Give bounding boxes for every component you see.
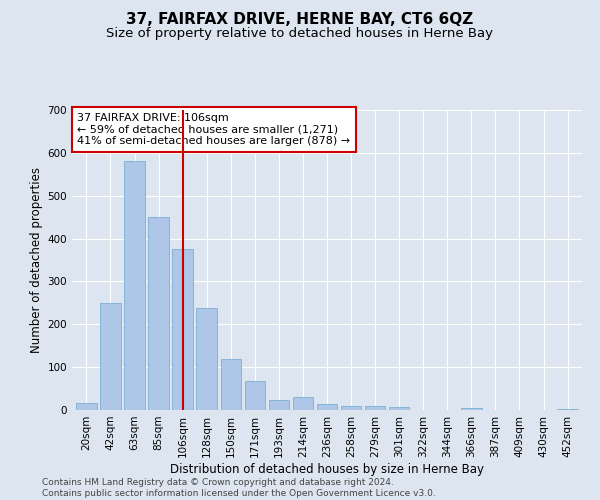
Text: Contains HM Land Registry data © Crown copyright and database right 2024.
Contai: Contains HM Land Registry data © Crown c…	[42, 478, 436, 498]
Bar	[389, 406, 409, 410]
Bar	[341, 406, 361, 410]
Bar	[221, 358, 241, 410]
Bar	[317, 404, 337, 410]
Bar	[124, 162, 145, 410]
Text: 37 FAIRFAX DRIVE: 106sqm
← 59% of detached houses are smaller (1,271)
41% of sem: 37 FAIRFAX DRIVE: 106sqm ← 59% of detach…	[77, 113, 350, 146]
Text: 37, FAIRFAX DRIVE, HERNE BAY, CT6 6QZ: 37, FAIRFAX DRIVE, HERNE BAY, CT6 6QZ	[127, 12, 473, 28]
Bar	[269, 400, 289, 410]
X-axis label: Distribution of detached houses by size in Herne Bay: Distribution of detached houses by size …	[170, 462, 484, 475]
Bar	[293, 396, 313, 410]
Y-axis label: Number of detached properties: Number of detached properties	[31, 167, 43, 353]
Bar	[148, 217, 169, 410]
Bar	[172, 250, 193, 410]
Bar	[196, 308, 217, 410]
Bar	[245, 382, 265, 410]
Bar	[557, 408, 578, 410]
Bar	[365, 406, 385, 410]
Bar	[100, 303, 121, 410]
Text: Size of property relative to detached houses in Herne Bay: Size of property relative to detached ho…	[107, 28, 493, 40]
Bar	[461, 408, 482, 410]
Bar	[76, 402, 97, 410]
